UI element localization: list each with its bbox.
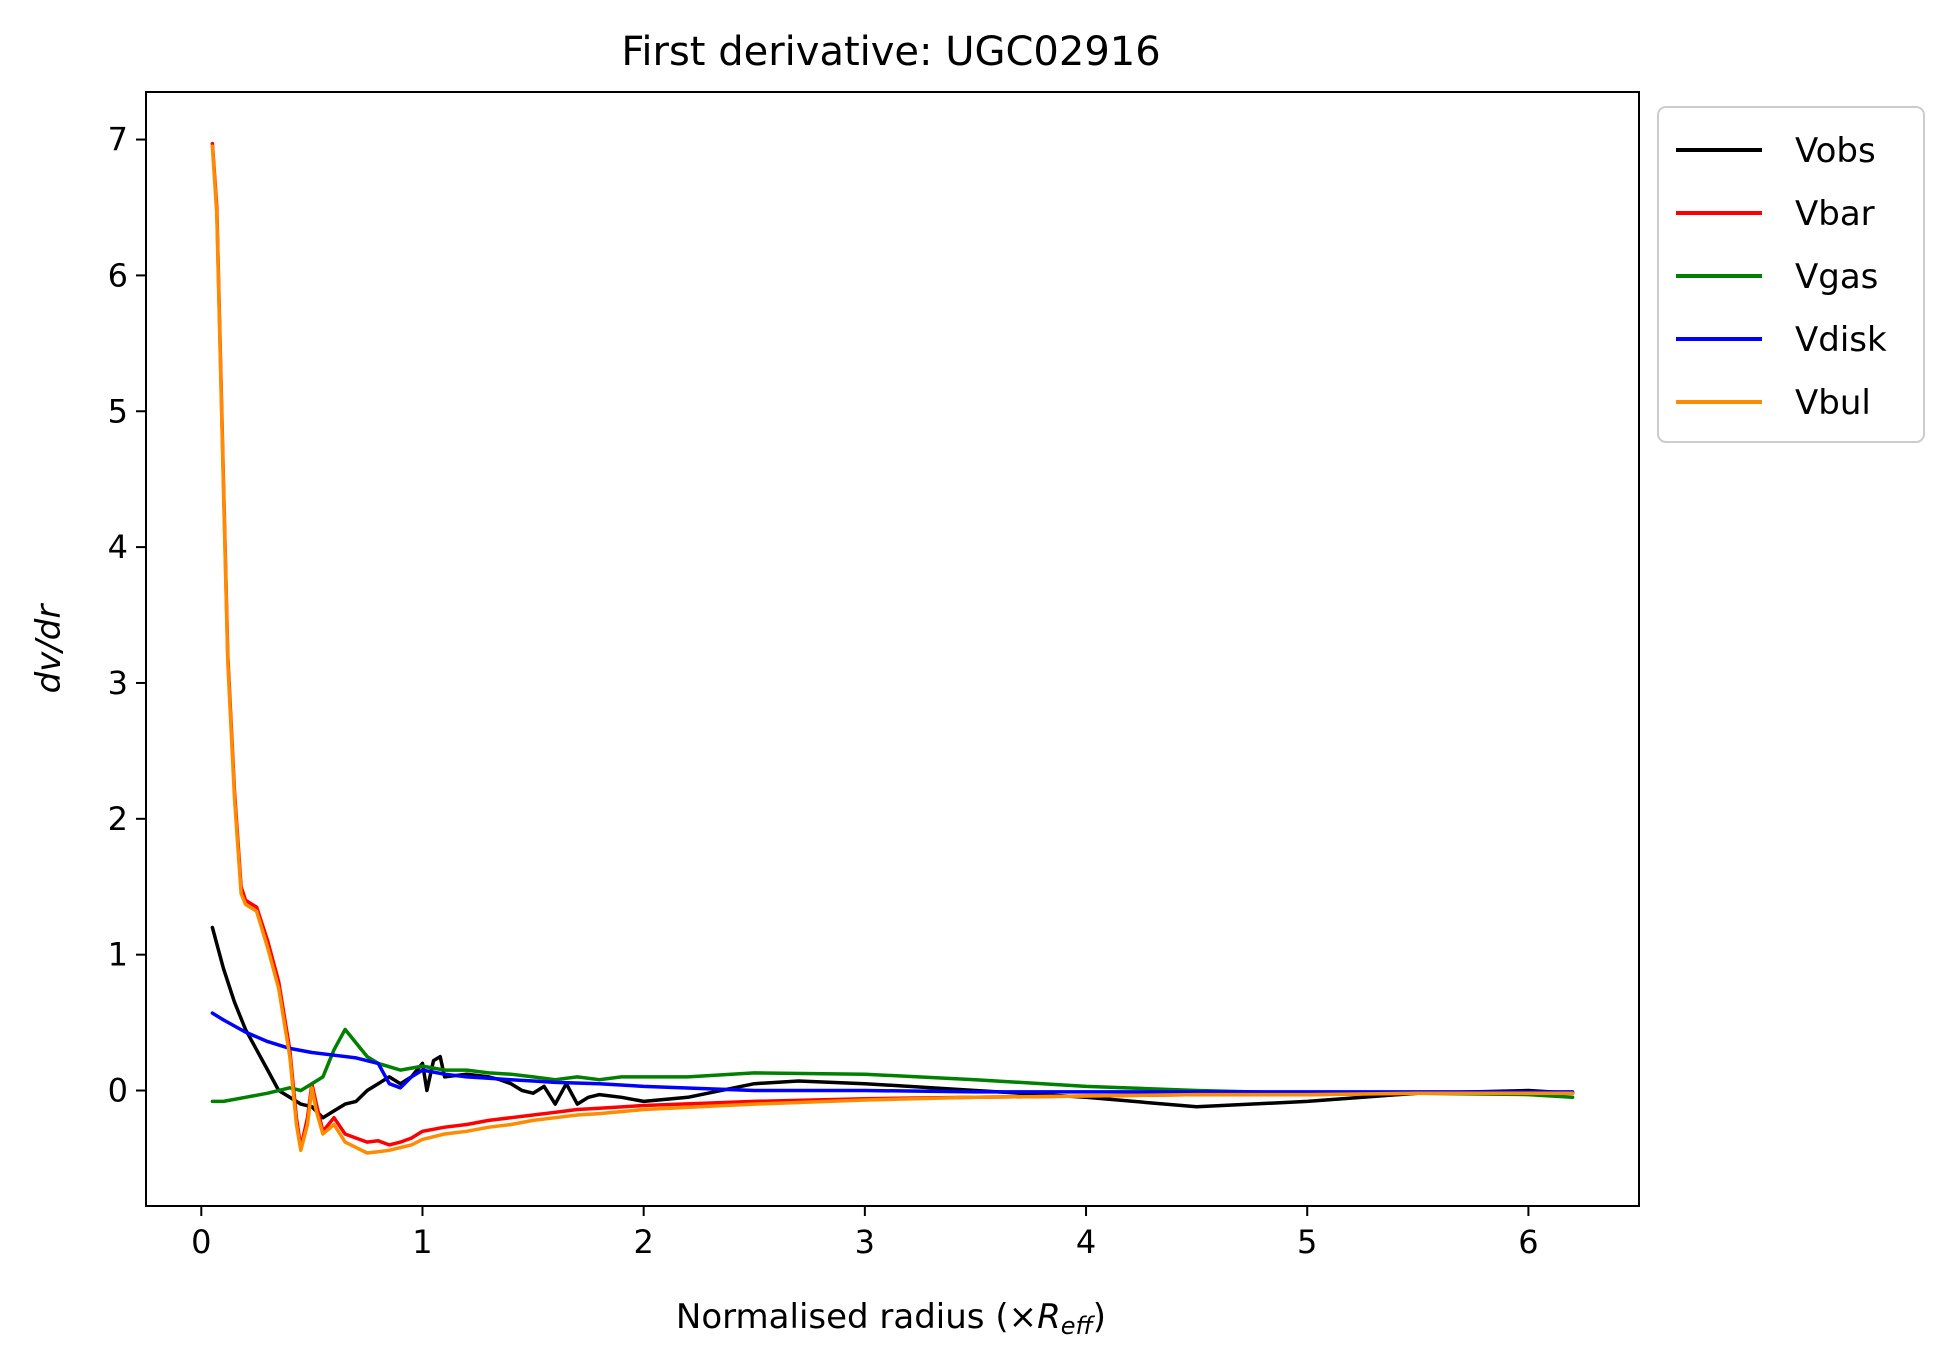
series-layer xyxy=(210,141,1575,1155)
series-line-vgas xyxy=(210,1027,1575,1104)
chart-title: First derivative: UGC02916 xyxy=(621,29,1160,75)
y-tick-label: 4 xyxy=(108,528,128,566)
x-axis-label: Normalised radius (×Reff) xyxy=(676,1297,1106,1340)
y-tick-label: 7 xyxy=(108,121,128,159)
legend-label-vobs: Vobs xyxy=(1795,131,1876,171)
x-tick-label: 3 xyxy=(855,1223,875,1261)
x-tick-label: 5 xyxy=(1297,1223,1317,1261)
axes-frame xyxy=(145,91,1640,1207)
y-tick-label: 2 xyxy=(108,800,128,838)
legend-label-vgas: Vgas xyxy=(1795,257,1878,297)
y-tick-label: 5 xyxy=(108,392,128,430)
legend-label-vbul: Vbul xyxy=(1795,383,1871,423)
series-line-vobs xyxy=(210,925,1575,1120)
y-tick-label: 1 xyxy=(108,936,128,974)
series-line-vbul xyxy=(210,144,1575,1155)
plot-area xyxy=(145,91,1640,1207)
x-tick-label: 4 xyxy=(1076,1223,1096,1261)
legend: Vobs Vbar Vgas Vdisk Vbul xyxy=(1657,106,1925,443)
legend-label-vdisk: Vdisk xyxy=(1795,320,1887,360)
legend-box xyxy=(1657,106,1925,443)
y-tick-label: 0 xyxy=(108,1072,128,1110)
y-tick-label: 3 xyxy=(108,664,128,702)
x-tick-label: 0 xyxy=(191,1223,211,1261)
x-tick-label: 6 xyxy=(1518,1223,1538,1261)
x-axis-ticks: 0 1 2 3 4 5 6 xyxy=(191,1206,1539,1261)
x-tick-label: 2 xyxy=(633,1223,653,1261)
y-axis-label: dv/dr xyxy=(29,603,69,694)
x-tick-label: 1 xyxy=(412,1223,432,1261)
y-tick-label: 6 xyxy=(108,256,128,294)
series-line-vdisk xyxy=(210,1011,1575,1094)
legend-items: Vobs Vbar Vgas Vdisk Vbul xyxy=(1676,131,1887,423)
legend-label-vbar: Vbar xyxy=(1795,194,1875,234)
y-axis-ticks: 0 1 2 3 4 5 6 7 xyxy=(108,121,146,1110)
